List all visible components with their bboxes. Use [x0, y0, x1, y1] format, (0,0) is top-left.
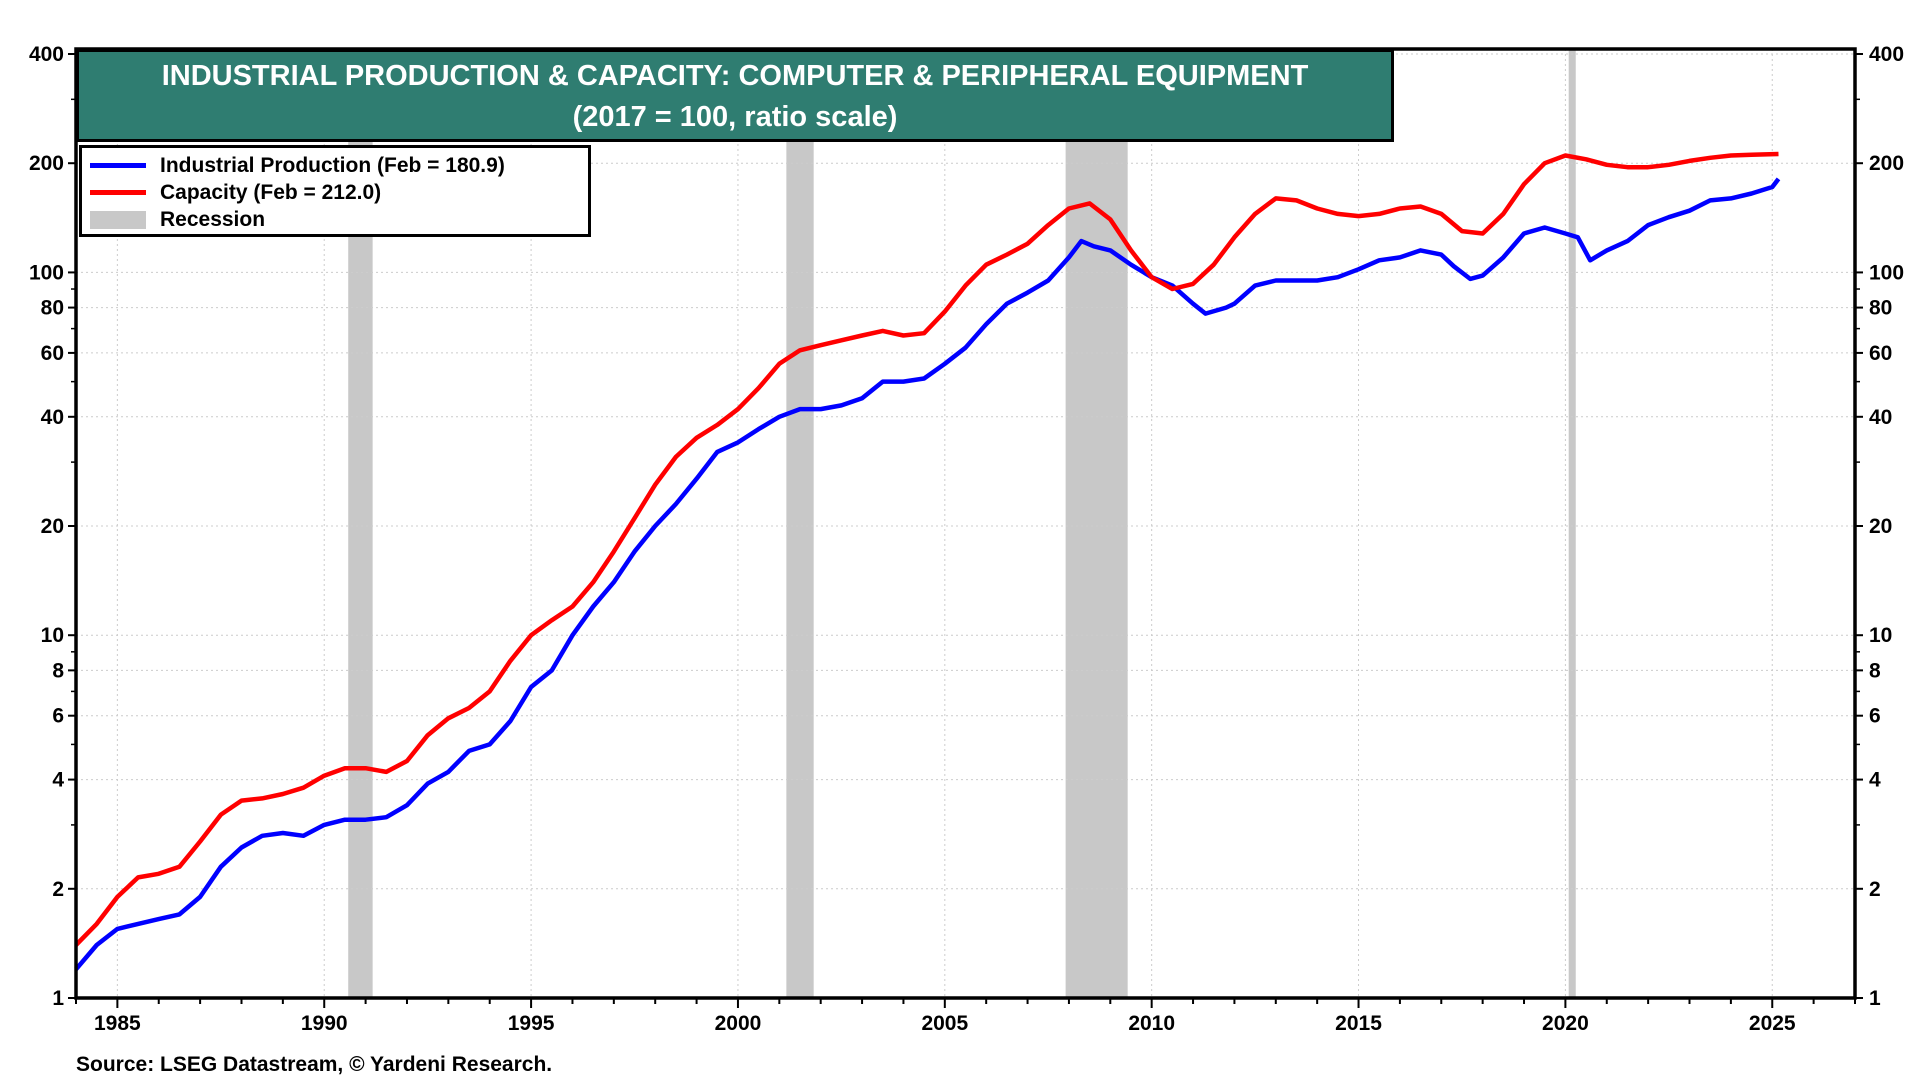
- legend-label: Capacity (Feb = 212.0): [160, 180, 382, 204]
- chart-title: INDUSTRIAL PRODUCTION & CAPACITY: COMPUT…: [161, 60, 1309, 92]
- y-tick-label-right: 40: [1869, 406, 1892, 429]
- legend-swatch-blue: [90, 163, 146, 168]
- y-tick-label-left: 20: [41, 515, 64, 538]
- legend-swatch-gray: [90, 210, 146, 229]
- y-tick-label-left: 1: [52, 987, 64, 1010]
- y-tick-label-right: 80: [1869, 297, 1892, 320]
- y-tick-label-right: 20: [1869, 515, 1892, 538]
- y-tick-label-left: 4: [52, 769, 64, 792]
- legend: Industrial Production (Feb = 180.9) Capa…: [79, 145, 591, 237]
- y-tick-label-left: 2: [52, 878, 64, 901]
- y-tick-label-right: 200: [1869, 152, 1904, 175]
- y-tick-label-right: 10: [1869, 624, 1892, 647]
- x-tick-label: 2020: [1542, 1012, 1589, 1035]
- y-tick-label-right: 2: [1869, 878, 1881, 901]
- x-tick-label: 1990: [301, 1012, 348, 1035]
- x-tick-label: 2010: [1128, 1012, 1175, 1035]
- x-tick-label: 2015: [1335, 1012, 1382, 1035]
- y-tick-label-right: 60: [1869, 342, 1892, 365]
- x-tick-label: 2025: [1749, 1012, 1796, 1035]
- y-tick-label-left: 200: [29, 152, 64, 175]
- x-tick-label: 1995: [508, 1012, 555, 1035]
- y-tick-label-left: 8: [52, 659, 64, 682]
- y-tick-label-left: 60: [41, 342, 64, 365]
- y-tick-label-right: 4: [1869, 769, 1881, 792]
- legend-label: Industrial Production (Feb = 180.9): [160, 153, 505, 177]
- y-tick-label-left: 80: [41, 297, 64, 320]
- x-tick-label: 2005: [921, 1012, 968, 1035]
- chart-subtitle: (2017 = 100, ratio scale): [572, 101, 898, 133]
- series-line-capacity: [74, 151, 1779, 947]
- y-tick-label-right: 1: [1869, 987, 1881, 1010]
- y-tick-label-left: 40: [41, 406, 64, 429]
- y-tick-label-left: 6: [52, 705, 64, 728]
- chart-title-box: INDUSTRIAL PRODUCTION & CAPACITY: COMPUT…: [76, 49, 1394, 142]
- legend-item-industrial-production: Industrial Production (Feb = 180.9): [90, 152, 580, 179]
- y-tick-label-left: 400: [29, 43, 64, 66]
- recession-band: [1065, 49, 1128, 998]
- y-tick-label-right: 400: [1869, 43, 1904, 66]
- x-tick-label: 2000: [715, 1012, 762, 1035]
- x-tick-label: 1985: [94, 1012, 141, 1035]
- y-tick-label-left: 100: [29, 261, 64, 284]
- legend-item-capacity: Capacity (Feb = 212.0): [90, 179, 580, 206]
- y-tick-label-right: 8: [1869, 659, 1881, 682]
- legend-label: Recession: [160, 207, 266, 231]
- y-tick-label-left: 10: [41, 624, 64, 647]
- y-tick-label-right: 100: [1869, 261, 1904, 284]
- y-tick-label-right: 6: [1869, 705, 1881, 728]
- source-note: Source: LSEG Datastream, © Yardeni Resea…: [76, 1053, 553, 1076]
- recession-band: [1568, 49, 1576, 998]
- recession-band: [786, 49, 814, 998]
- legend-item-recession: Recession: [90, 206, 580, 233]
- legend-swatch-red: [90, 190, 146, 195]
- series-line-industrial-production: [74, 177, 1781, 971]
